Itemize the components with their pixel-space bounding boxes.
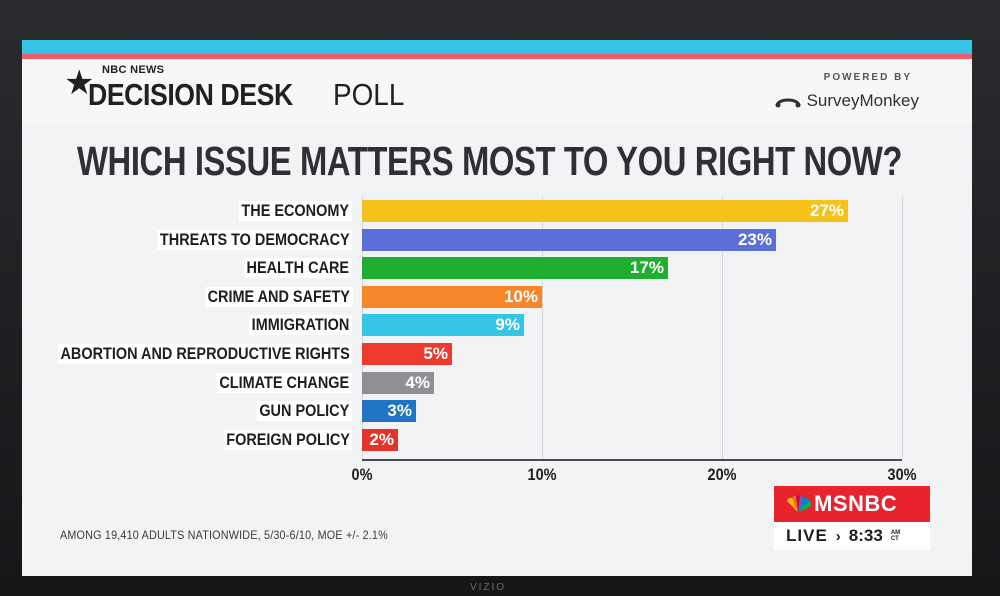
decision-desk-star-icon: ★ [64, 64, 95, 102]
bar-value-label: 9% [495, 315, 520, 335]
tv-brand: VIZIO [470, 582, 507, 593]
category-label: CLIMATE CHANGE [217, 372, 352, 393]
category-label: THE ECONOMY [239, 201, 352, 221]
gridline [902, 196, 903, 460]
decision-desk-title: DECISION DESK [88, 77, 293, 112]
bar [362, 228, 776, 251]
poll-label: POLL [333, 77, 405, 112]
bar [362, 428, 398, 451]
category-label: THREATS TO DEMOCRACY [157, 229, 352, 250]
x-axis-line [362, 459, 902, 462]
x-tick-label: 20% [707, 465, 737, 485]
bar [362, 314, 524, 337]
category-label: ABORTION AND REPRODUCTIVE RIGHTS [57, 344, 352, 364]
tv-screen: ★ NBC NEWS DECISION DESK POLL POWERED BY… [22, 40, 972, 576]
clock-timezone: CT [890, 536, 899, 542]
powered-by-label: POWERED BY [823, 72, 912, 83]
live-label: LIVE [786, 526, 828, 545]
bar-value-label: 3% [387, 401, 412, 421]
nbc-news-label: NBC NEWS [102, 64, 165, 76]
gridline [722, 196, 723, 460]
bar-chart: 0% 10% 20% 30% THE ECONOMY 27% THREATS TO DEMO… [22, 40, 972, 576]
surveymonkey-icon [775, 98, 801, 108]
bar-value-label: 23% [737, 229, 772, 249]
header-band [22, 59, 972, 123]
category-label: CRIME AND SAFETY [204, 286, 352, 307]
category-label: HEALTH CARE [244, 258, 352, 279]
msnbc-label: MSNBC [814, 491, 898, 516]
poll-footnote: AMONG 19,410 ADULTS NATIONWIDE, 5/30-6/1… [60, 528, 388, 542]
x-tick-label: 0% [351, 465, 373, 485]
category-label: GUN POLICY [256, 401, 352, 422]
live-clock: LIVE › 8:33 AM CT [774, 522, 930, 550]
chevron-right-icon: › [835, 527, 841, 545]
x-tick-label: 30% [887, 465, 917, 485]
top-stripe-red [22, 54, 972, 59]
category-label: FOREIGN POLICY [223, 429, 352, 450]
bar-value-label: 17% [629, 258, 664, 278]
bar [362, 343, 452, 365]
bar [362, 257, 668, 280]
bar [362, 200, 848, 222]
gridline [542, 196, 543, 460]
clock-am: AM [890, 530, 901, 536]
poll-question: WHICH ISSUE MATTERS MOST TO YOU RIGHT NO… [77, 138, 903, 184]
bar [362, 285, 542, 308]
surveymonkey-text: SurveyMonkey [806, 91, 919, 110]
clock-ampm: AM CT [891, 530, 900, 542]
x-tick-label: 10% [527, 465, 557, 485]
bar-value-label: 4% [405, 372, 430, 392]
peacock-icon [787, 495, 811, 512]
bar-value-label: 27% [809, 201, 844, 220]
bar [362, 400, 416, 423]
bar-value-label: 2% [369, 429, 394, 449]
category-label: IMMIGRATION [249, 315, 352, 336]
bar [362, 371, 434, 394]
bar-value-label: 10% [503, 286, 538, 306]
surveymonkey-logo: SurveyMonkey [775, 91, 919, 111]
msnbc-bug: MSNBC [774, 486, 930, 522]
top-stripe-cyan [22, 40, 972, 54]
bar-value-label: 5% [423, 344, 448, 363]
clock-time: 8:33 [848, 526, 883, 545]
